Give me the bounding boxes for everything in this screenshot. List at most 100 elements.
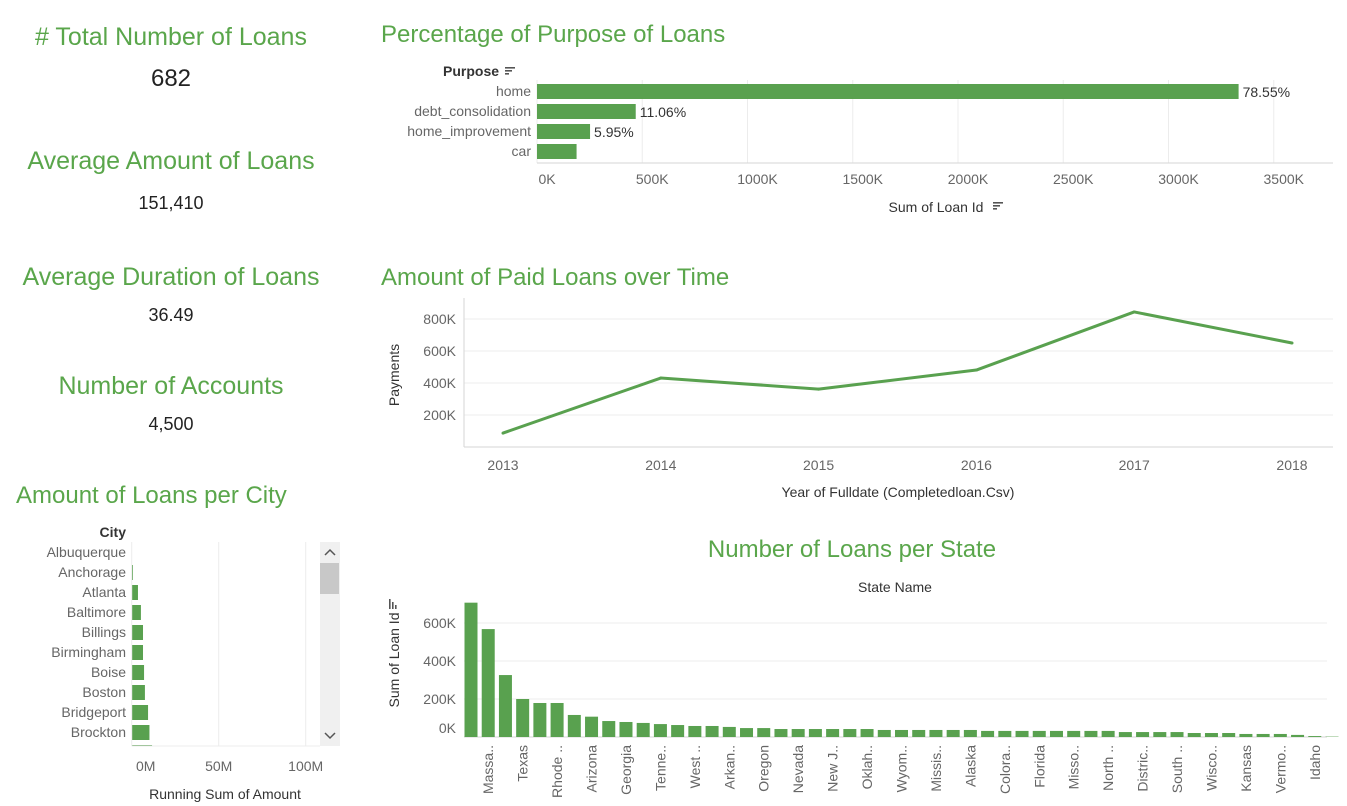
x-tick-label: South ..: [1169, 745, 1185, 793]
scrollbar-thumb[interactable]: [320, 563, 339, 594]
category-label: car: [512, 143, 532, 159]
data-point: [501, 431, 505, 435]
city-x-axis-title: Running Sum of Amount: [149, 786, 301, 802]
chevron-up-icon[interactable]: [324, 548, 336, 556]
x-tick-label: Vermo..: [1272, 745, 1288, 793]
y-tick-label: 0K: [439, 720, 457, 736]
bar: [464, 602, 478, 737]
bar: [722, 726, 736, 737]
state-y-axis-title: Sum of Loan Id: [386, 613, 402, 708]
kpi-accounts-title: Number of Accounts: [58, 372, 283, 400]
bar: [537, 124, 591, 139]
bar: [567, 714, 581, 737]
x-tick-label: Alaska: [962, 745, 978, 787]
x-tick-label: North ..: [1100, 745, 1116, 791]
y-tick-label: 800K: [423, 311, 456, 327]
data-label: 11.06%: [640, 104, 686, 120]
kpi-avg-amount-value: 151,410: [138, 193, 203, 213]
category-label: home: [496, 83, 531, 99]
bar: [585, 716, 599, 737]
bar: [1101, 730, 1115, 737]
category-label: Billings: [82, 624, 126, 640]
x-tick-label: Missis..: [928, 745, 944, 792]
x-tick-label: 0M: [136, 758, 155, 774]
bar: [1204, 733, 1218, 737]
x-tick-label: New J..: [825, 745, 841, 792]
bar: [131, 605, 141, 620]
bar: [619, 721, 633, 737]
sort-icon[interactable]: [993, 202, 1003, 210]
bar: [131, 725, 150, 740]
bar: [1015, 730, 1029, 737]
bar: [537, 84, 1239, 99]
x-tick-label: 2015: [803, 457, 834, 473]
x-tick-label: 2017: [1119, 457, 1150, 473]
bar: [963, 729, 977, 737]
bar: [826, 729, 840, 737]
x-tick-label: Kansas: [1238, 745, 1254, 792]
x-tick-label: 2013: [487, 457, 518, 473]
category-label: Albuquerque: [47, 544, 127, 560]
bar: [860, 729, 874, 737]
kpi-accounts-value: 4,500: [148, 414, 193, 434]
x-tick-label: West ..: [687, 745, 703, 788]
bar: [537, 104, 636, 119]
bar: [791, 729, 805, 737]
x-tick-label: Colora..: [997, 745, 1013, 794]
bar: [602, 721, 616, 737]
category-label: Birmingham: [51, 644, 126, 660]
data-point: [1132, 310, 1136, 314]
x-tick-label: Oklah..: [859, 745, 875, 789]
bar: [481, 629, 495, 737]
category-label: home_improvement: [407, 123, 531, 139]
data-label: 5.95%: [594, 124, 634, 140]
x-tick-label: Rhode ..: [549, 745, 565, 798]
x-tick-label: 2016: [961, 457, 992, 473]
bar: [671, 725, 685, 737]
city-scrollbar[interactable]: [320, 542, 340, 746]
x-tick-label: Misso..: [1066, 745, 1082, 789]
sort-icon[interactable]: [505, 67, 515, 75]
bar: [1049, 730, 1063, 737]
bar: [705, 725, 719, 737]
paid-loans-chart: 200K 400K 600K 800K 2013 2014 2015 2016 2017 2018: [423, 298, 1333, 473]
x-tick-label: 0K: [538, 171, 556, 187]
x-tick-label: 3000K: [1158, 171, 1199, 187]
bar: [1256, 733, 1270, 737]
x-tick-label: 100M: [288, 758, 323, 774]
bar: [774, 729, 788, 737]
sort-icon[interactable]: [389, 599, 397, 609]
category-label: Atlanta: [82, 584, 126, 600]
bar: [757, 728, 771, 737]
x-tick-label: Texas: [515, 745, 531, 782]
bar: [946, 729, 960, 737]
bar: [740, 728, 754, 737]
y-tick-label: 600K: [423, 615, 456, 631]
x-tick-label: 2018: [1276, 457, 1307, 473]
city-chart: Albuquerque Anchorage Atlanta Baltimore Bill…: [47, 544, 153, 746]
x-tick-label: Wisco..: [1203, 745, 1219, 791]
x-tick-label: Florida: [1031, 745, 1047, 788]
bar: [1187, 733, 1201, 737]
kpi-avg-duration-title: Average Duration of Loans: [23, 263, 320, 291]
x-tick-label: Wyom..: [894, 745, 910, 792]
x-tick-label: 500K: [636, 171, 669, 187]
bar: [808, 729, 822, 737]
y-tick-label: 400K: [423, 653, 456, 669]
category-label: debt_consolidation: [414, 103, 531, 119]
bar: [1222, 733, 1236, 737]
bar: [653, 724, 667, 737]
bar: [1067, 730, 1081, 737]
bar: [131, 625, 144, 640]
x-tick-label: 1000K: [737, 171, 778, 187]
purpose-x-axis-title: Sum of Loan Id: [889, 199, 984, 215]
bar: [1032, 730, 1046, 737]
y-tick-label: 400K: [423, 375, 456, 391]
chevron-down-icon[interactable]: [324, 732, 336, 740]
category-label: Boston: [82, 684, 126, 700]
purpose-chart: 0K 500K 1000K 1500K 2000K 2500K 3000K 3500K home…: [407, 80, 1333, 187]
x-tick-label: 2500K: [1053, 171, 1094, 187]
bar: [895, 729, 908, 737]
x-tick-label: 3500K: [1264, 171, 1305, 187]
x-tick-label: Distric..: [1135, 745, 1151, 792]
